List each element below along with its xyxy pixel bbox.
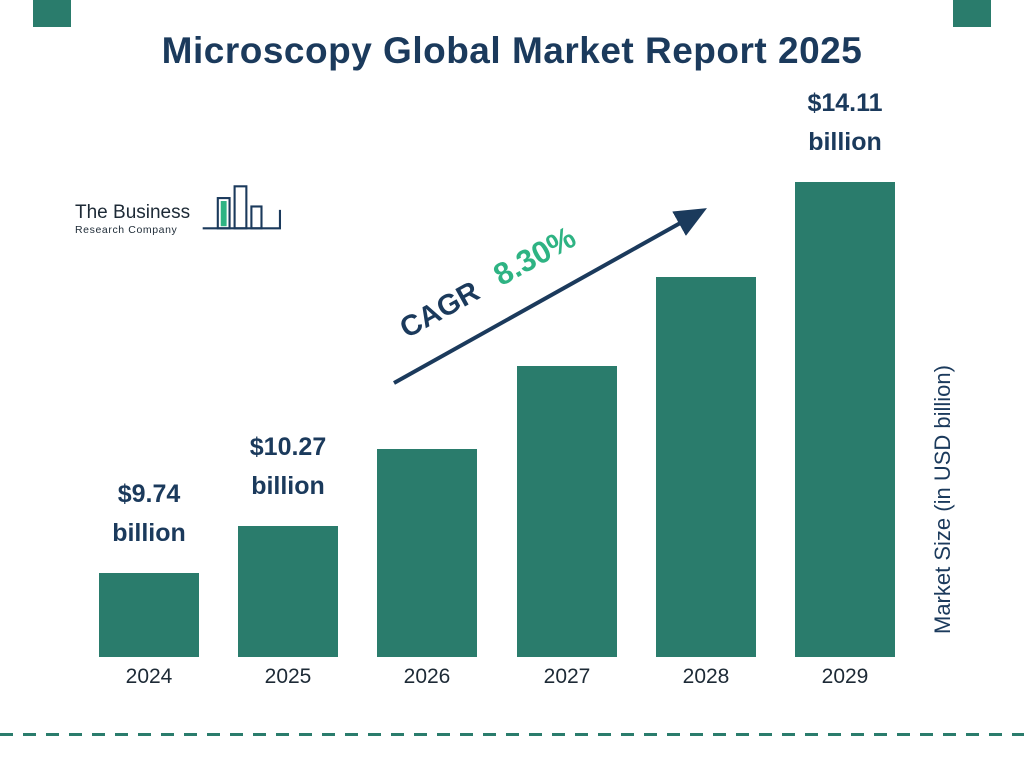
bar-column (377, 449, 477, 657)
bar-value-unit: billion (112, 519, 186, 547)
cagr-label: CAGR (394, 275, 485, 345)
bar-column: $9.74 billion (99, 475, 199, 657)
cagr-annotation: CAGR 8.30% (393, 219, 582, 345)
bar-column: $14.11 billion (795, 84, 895, 657)
bar-column (517, 366, 617, 657)
bar-2029 (795, 182, 895, 657)
bar-value-amount: $10.27 (249, 433, 327, 461)
logo-subname: Research Company (75, 224, 178, 236)
logo-bars-icon (202, 185, 282, 230)
bar-value-label: $10.27 billion (250, 428, 326, 506)
bar-value-unit: billion (808, 128, 882, 156)
logo: The Business Research Company (75, 174, 285, 246)
bar-2026 (377, 449, 477, 657)
bar-2027 (517, 366, 617, 657)
bottom-dashed-divider (0, 733, 1024, 736)
bar-2028 (656, 277, 756, 657)
corner-accent-right (953, 0, 991, 27)
x-axis-label: 2029 (821, 665, 869, 688)
corner-accent-left (33, 0, 71, 27)
x-axis-label: 2024 (125, 665, 173, 688)
cagr-value: 8.30% (487, 219, 582, 293)
x-axis-label: 2025 (264, 665, 312, 688)
bar-value-label: $14.11 billion (807, 84, 882, 162)
bar-column: $10.27 billion (238, 428, 338, 657)
bar-value-unit: billion (251, 472, 325, 500)
logo-text: The Business Research Company (75, 202, 190, 236)
bar-value-label: $9.74 billion (112, 475, 186, 553)
x-axis-label: 2026 (403, 665, 451, 688)
page-title: Microscopy Global Market Report 2025 (161, 30, 863, 71)
bar-value-amount: $9.74 (117, 480, 181, 508)
x-axis-label: 2027 (543, 665, 591, 688)
logo-name: The Business (75, 202, 191, 223)
bar-value-amount: $14.11 (807, 89, 883, 117)
bar-column (656, 277, 756, 657)
bar-2024 (99, 573, 199, 657)
x-axis-label: 2028 (682, 665, 730, 688)
y-axis-title: Market Size (in USD billion) (930, 365, 955, 635)
bar-2025 (238, 526, 338, 657)
